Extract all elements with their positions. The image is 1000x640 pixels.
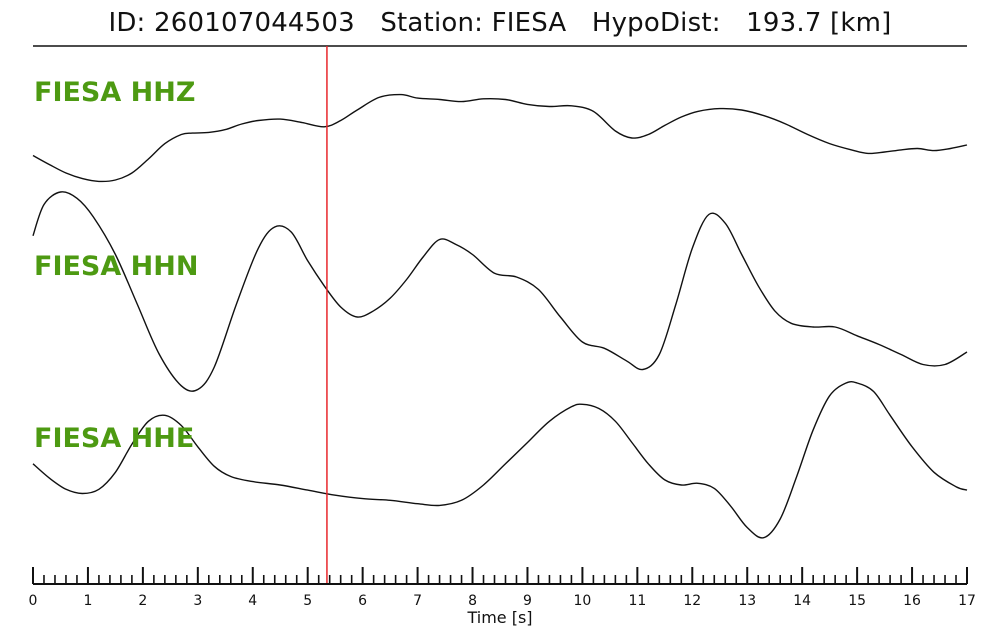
tick-label: 4 — [248, 593, 257, 609]
tick-label: 0 — [29, 593, 38, 609]
tick-label: 3 — [193, 593, 202, 609]
tick-label: 6 — [358, 593, 367, 609]
tick-label: 14 — [793, 593, 811, 609]
tick-label: 1 — [83, 593, 92, 609]
event-id: 260107044503 — [154, 8, 355, 38]
tick-label: 8 — [468, 593, 477, 609]
trace-2 — [32, 191, 968, 392]
channel-label-3: FIESA HHE — [34, 423, 194, 454]
tick-label: 15 — [848, 593, 866, 609]
tick-label: 17 — [958, 593, 976, 609]
tick-label: 11 — [628, 593, 646, 609]
hypodist-unit: [km] — [830, 8, 892, 38]
x-axis-label: Time [s] — [466, 608, 532, 627]
trace-1 — [32, 93, 968, 183]
station-name: FIESA — [491, 8, 567, 38]
tick-label: 5 — [303, 593, 312, 609]
station-label: Station: — [380, 8, 484, 38]
tick-label: 9 — [523, 593, 532, 609]
channel-label-1: FIESA HHZ — [34, 77, 195, 108]
tick-label: 2 — [138, 593, 147, 609]
time-axis: 0 1 2 3 4 5 6 7 8 9 10 11 12 13 14 15 16 17 — [29, 567, 976, 609]
tick-label: 13 — [738, 593, 756, 609]
tick-label: 7 — [413, 593, 422, 609]
chart-title: ID: 260107044503 Station: FIESA HypoDist… — [0, 8, 1000, 38]
channel-label-2: FIESA HHN — [34, 251, 198, 282]
hypodist-label: HypoDist: — [591, 8, 721, 38]
channel-labels: FIESA HHZ FIESA HHN FIESA HHE — [34, 77, 198, 454]
tick-label: 10 — [573, 593, 591, 609]
hypodist-value: 193.7 — [746, 8, 822, 38]
traces-group — [32, 93, 968, 539]
tick-label: 12 — [683, 593, 701, 609]
tick-label: 16 — [903, 593, 921, 609]
trace-3 — [32, 380, 968, 539]
id-label: ID: — [108, 8, 146, 38]
